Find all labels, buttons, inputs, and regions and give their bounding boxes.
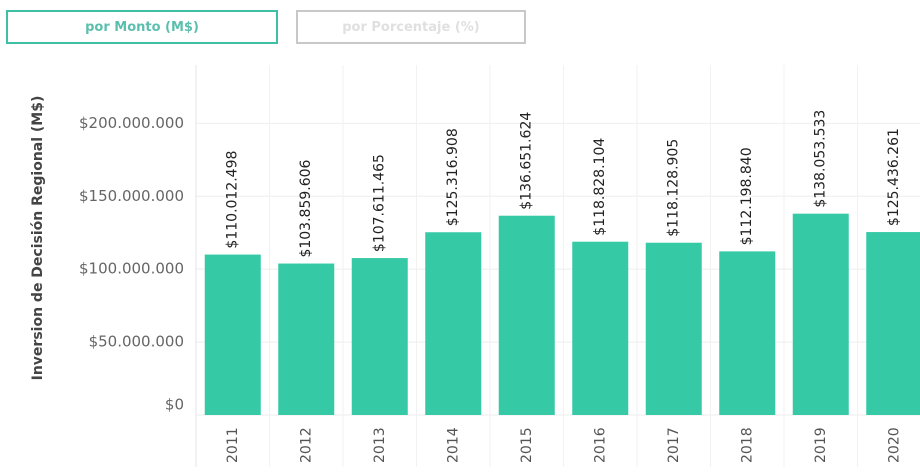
x-tick-label: 2014	[445, 427, 461, 463]
value-label: $118.828.104	[592, 138, 608, 236]
y-tick-label: $50.000.000	[89, 333, 184, 351]
x-tick-label: 2016	[592, 427, 608, 463]
bar	[572, 241, 629, 415]
x-tick-label: 2017	[666, 427, 682, 463]
y-tick-label: $100.000.000	[79, 260, 184, 278]
bar	[792, 213, 849, 415]
x-tick-label: 2019	[813, 427, 829, 463]
bar	[719, 251, 776, 415]
y-axis-title: Inversion de Decisión Regional (M$)	[30, 96, 46, 381]
x-tick-label: 2015	[519, 427, 535, 463]
bar	[498, 215, 555, 415]
y-tick-label: $150.000.000	[79, 187, 184, 205]
value-label: $110.012.498	[225, 151, 241, 249]
value-label: $112.198.840	[739, 147, 755, 245]
bar	[204, 254, 261, 415]
value-label: $136.651.624	[519, 112, 535, 210]
percent-button[interactable]: por Porcentaje (%)	[296, 10, 526, 44]
amount-button[interactable]: por Monto (M$)	[6, 10, 278, 44]
x-tick-label: 2013	[372, 427, 388, 463]
bar	[425, 232, 482, 415]
value-label: $118.128.905	[666, 139, 682, 237]
x-tick-label: 2020	[886, 427, 902, 463]
y-tick-label: $200.000.000	[79, 114, 184, 132]
bar	[278, 263, 335, 415]
x-tick-label: 2018	[739, 427, 755, 463]
x-tick-label: 2011	[225, 427, 241, 463]
y-tick-label: $0	[165, 396, 184, 414]
bar	[866, 232, 920, 415]
value-label: $103.859.606	[298, 159, 314, 257]
value-label: $138.053.533	[813, 110, 829, 208]
value-label: $125.436.261	[886, 128, 902, 226]
value-label: $125.316.908	[445, 128, 461, 226]
x-tick-label: 2012	[298, 427, 314, 463]
bar	[645, 242, 702, 415]
bar	[351, 258, 408, 415]
value-label: $107.611.465	[372, 154, 388, 252]
